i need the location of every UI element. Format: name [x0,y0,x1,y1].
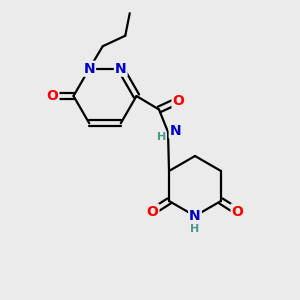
Text: O: O [46,89,58,103]
Text: H: H [190,224,200,234]
Text: O: O [147,205,158,218]
Text: O: O [172,94,184,107]
Text: N: N [83,62,95,76]
Text: H: H [157,132,166,142]
Text: N: N [115,62,127,76]
Text: N: N [189,209,201,223]
Text: O: O [232,205,243,218]
Text: N: N [170,124,181,137]
